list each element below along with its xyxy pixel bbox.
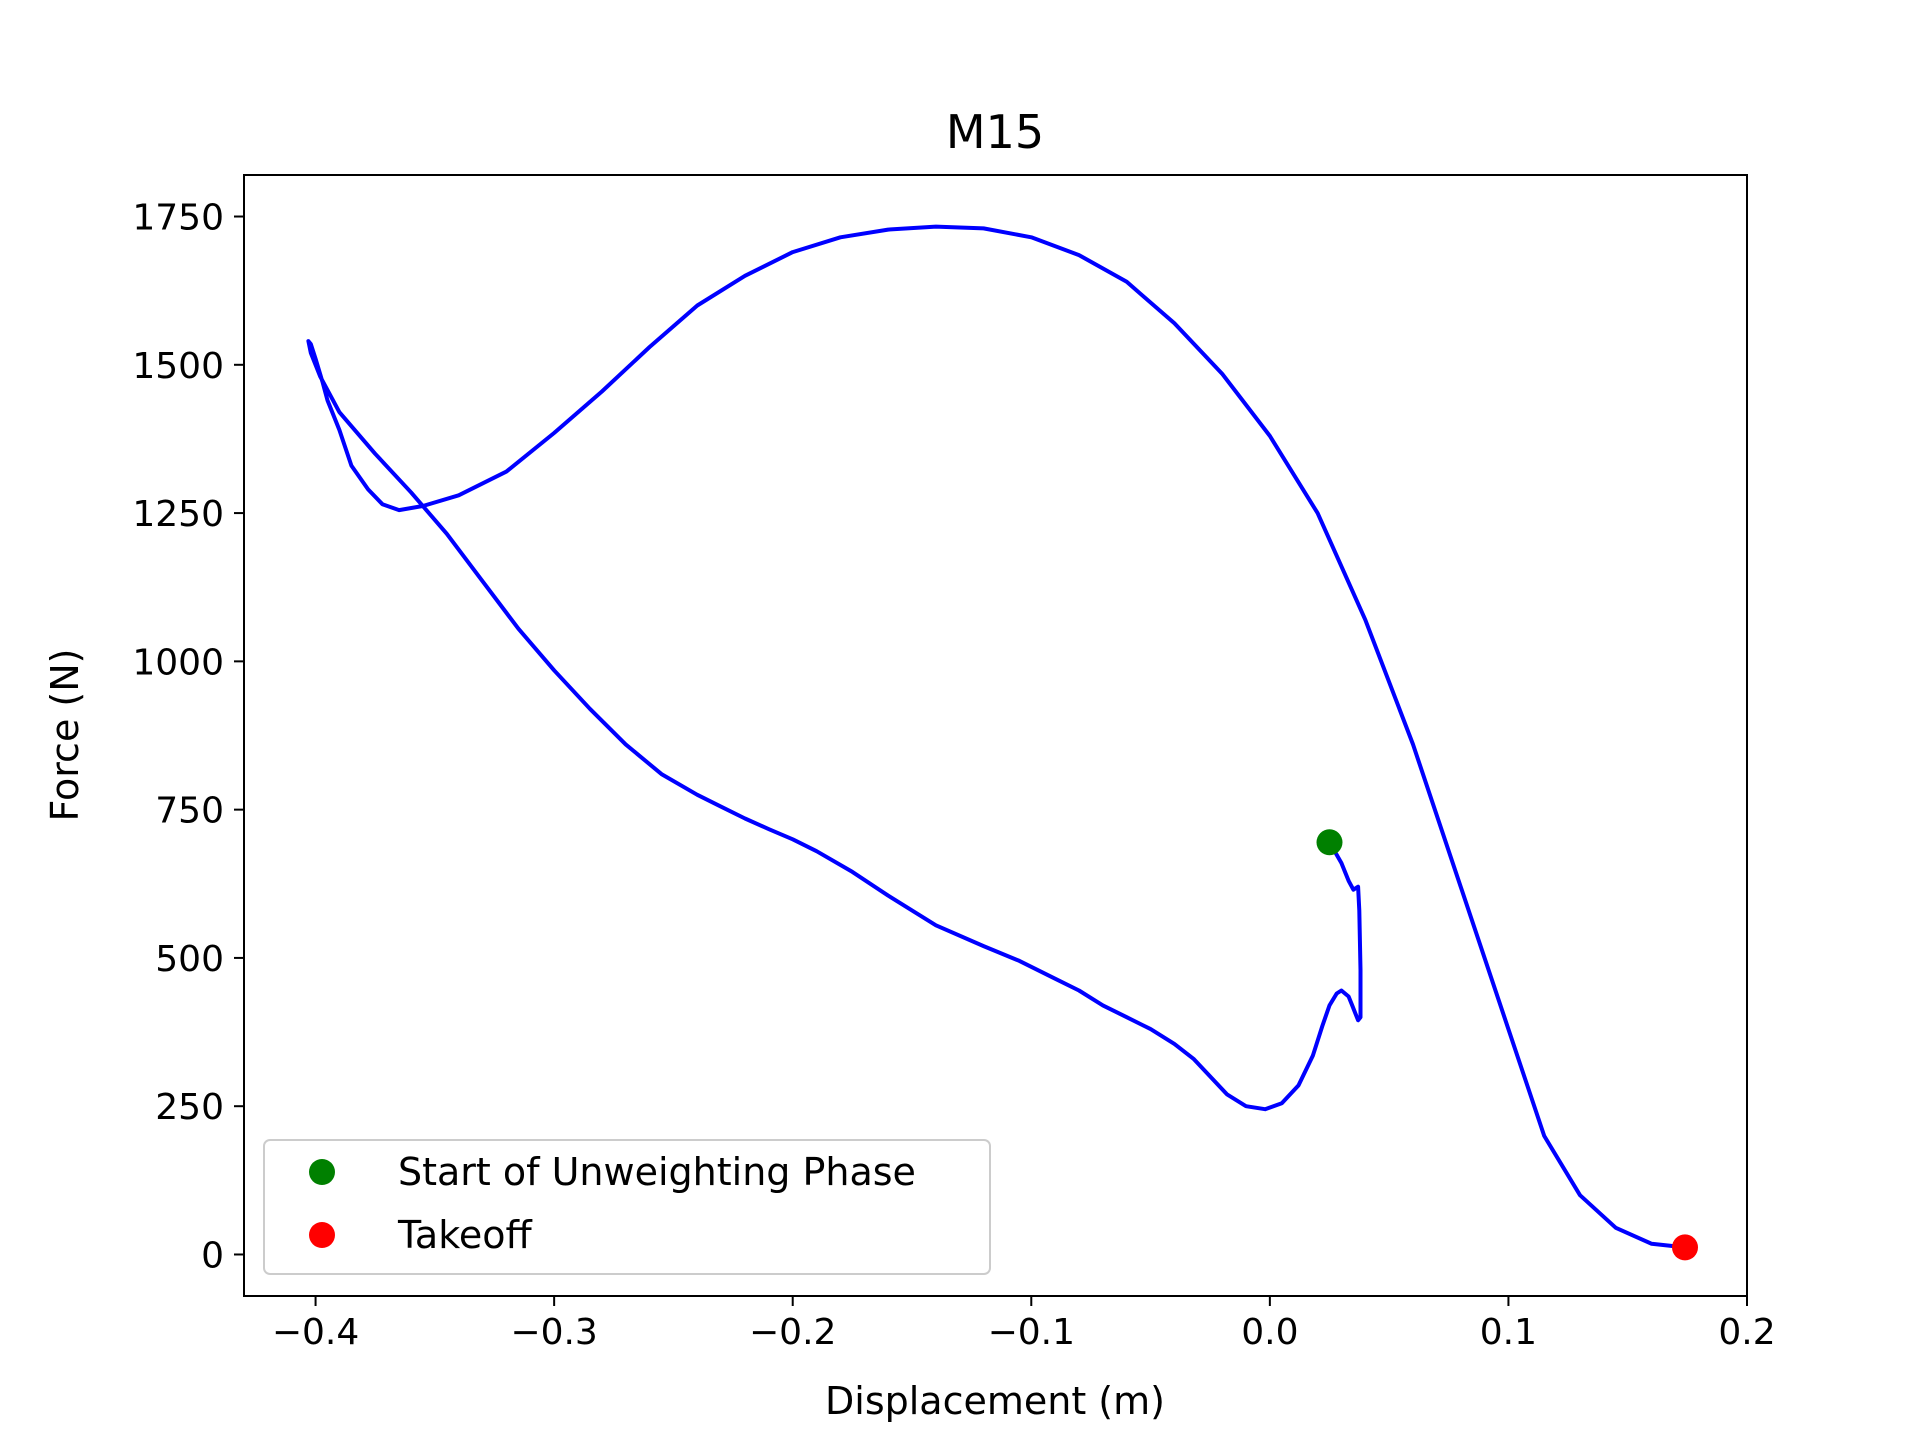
legend-marker-start xyxy=(309,1159,335,1185)
plot-area xyxy=(306,224,1698,1261)
x-tick-label: −0.3 xyxy=(510,1312,597,1353)
y-tick-label: 500 xyxy=(155,939,224,980)
y-tick-label: 1750 xyxy=(132,198,224,239)
x-tick-label: 0.1 xyxy=(1480,1312,1537,1353)
y-tick-label: 250 xyxy=(155,1087,224,1128)
marker-point-0 xyxy=(1316,829,1343,856)
plot-frame xyxy=(243,174,1748,1297)
y-tick-label: 0 xyxy=(201,1235,224,1276)
y-axis-label: Force (N) xyxy=(43,649,87,822)
y-axis-ticks: 0 250 500 750 1000 1250 1500 1750 xyxy=(132,198,244,1276)
legend-label-takeoff: Takeoff xyxy=(397,1213,532,1257)
series-line-0 xyxy=(306,224,1687,1250)
x-axis-ticks: −0.4 −0.3 −0.2 −0.1 0.0 0.1 0.2 xyxy=(272,1296,1776,1353)
x-tick-label: −0.1 xyxy=(988,1312,1075,1353)
legend-label-start: Start of Unweighting Phase xyxy=(398,1150,916,1194)
legend: Start of Unweighting Phase Takeoff xyxy=(263,1139,991,1275)
y-tick-label: 1500 xyxy=(132,346,224,387)
legend-box xyxy=(263,1139,991,1275)
y-tick-label: 1250 xyxy=(132,494,224,535)
legend-marker-takeoff xyxy=(309,1222,335,1248)
y-tick-label: 1000 xyxy=(132,642,224,683)
marker-point-1 xyxy=(1672,1234,1698,1261)
x-tick-label: 0.0 xyxy=(1241,1312,1298,1353)
chart-title: M15 xyxy=(946,105,1044,159)
y-tick-label: 750 xyxy=(155,791,224,832)
x-axis-label: Displacement (m) xyxy=(825,1379,1165,1423)
x-tick-label: −0.2 xyxy=(749,1312,836,1353)
x-tick-label: 0.2 xyxy=(1718,1312,1775,1353)
x-tick-label: −0.4 xyxy=(272,1312,359,1353)
